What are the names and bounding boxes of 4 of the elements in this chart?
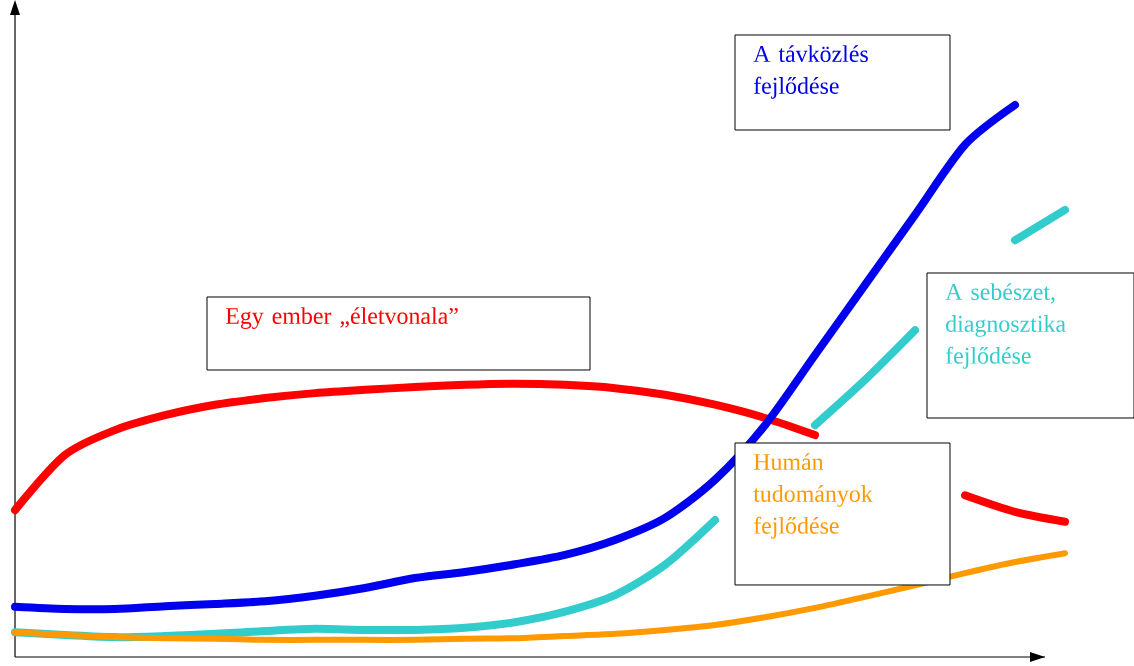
text: Humán tudományok fejlődése — [753, 453, 873, 539]
text: A távközlés fejlődése — [753, 45, 868, 99]
text: Egy ember „életvonala” — [225, 307, 458, 329]
series-label: A sebészet, diagnosztika fejlődése — [945, 283, 1066, 369]
